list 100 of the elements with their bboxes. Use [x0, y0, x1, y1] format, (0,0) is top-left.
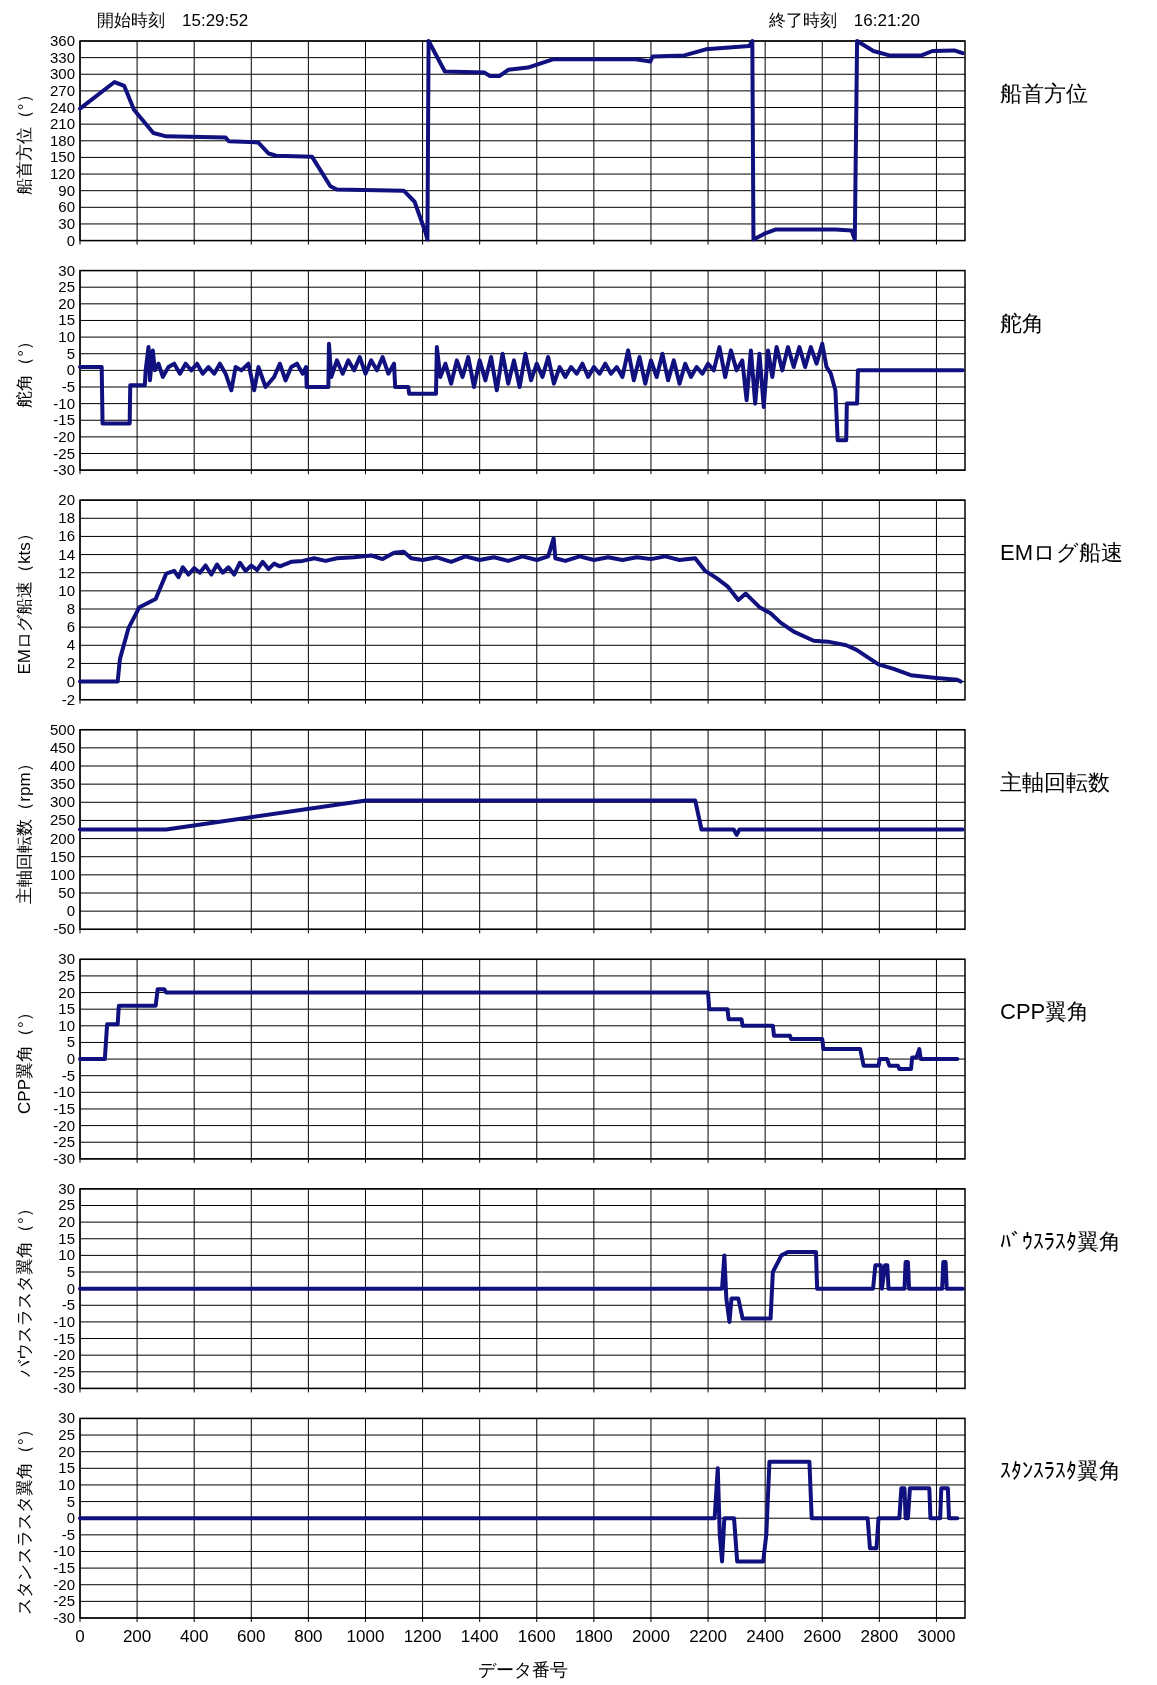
y-tick-label: 30: [58, 950, 75, 968]
y-tick-label: 14: [58, 545, 75, 563]
x-tick-label: 400: [180, 1627, 209, 1646]
y-tick-label: -5: [61, 1066, 75, 1084]
y-tick-label: -5: [61, 377, 75, 395]
y-tick-label: 2: [66, 654, 75, 672]
text: ﾊﾞｳｽﾗｽﾀ翼角: [1000, 1228, 1121, 1254]
x-tick-label: 600: [237, 1627, 266, 1646]
y-tick-label: -20: [53, 1575, 75, 1593]
y-tick-label: 15: [58, 311, 75, 329]
y-tick-label: 5: [66, 1033, 75, 1051]
y-tick-label: 10: [58, 328, 75, 346]
y-tick-label: 4: [66, 636, 75, 654]
y-axis-title: バウスラスタ翼角（°）: [15, 1200, 34, 1379]
y-tick-label: -20: [53, 427, 75, 445]
y-tick-label: 25: [58, 1426, 75, 1444]
y-tick-label: -30: [53, 1379, 75, 1397]
y-tick-label: 0: [66, 672, 75, 690]
y-tick-label: 20: [58, 983, 75, 1001]
x-tick-label: 1400: [460, 1627, 499, 1646]
y-tick-label: 0: [66, 1509, 75, 1527]
y-axis-title: CPP翼角（°）: [15, 1004, 34, 1114]
y-tick-label: 20: [58, 1213, 75, 1231]
y-tick-label: 10: [58, 1016, 75, 1034]
line-series: [78, 341, 965, 443]
y-tick-label: -30: [53, 1609, 75, 1626]
y-tick-label: 5: [66, 1492, 75, 1510]
y-tick-label: 25: [58, 1196, 75, 1214]
y-tick-label: -25: [53, 1133, 75, 1151]
y-tick-label: 15: [58, 1229, 75, 1247]
y-tick-label: 16: [58, 527, 75, 545]
y-tick-label: -25: [53, 444, 75, 462]
y-tick-label: 15: [58, 1459, 75, 1477]
y-tick-label: 360: [49, 32, 75, 49]
y-tick-label: -10: [53, 394, 75, 412]
y-tick-label: 8: [66, 600, 75, 617]
y-tick-label: 25: [58, 278, 75, 296]
y-tick-label: 10: [58, 1475, 75, 1493]
line-series: [78, 536, 963, 684]
y-tick-label: 12: [58, 563, 75, 581]
y-tick-label: 20: [58, 1442, 75, 1460]
y-tick-label: 150: [49, 847, 75, 865]
y-axis-title: 舵角（°）: [15, 332, 34, 408]
x-tick-label: 800: [294, 1627, 323, 1646]
text: 開始時刻 15:29:52: [97, 11, 249, 30]
y-tick-label: 120: [49, 165, 75, 183]
x-tick-label: 3000: [917, 1627, 956, 1646]
line-series: [78, 1250, 965, 1324]
y-tick-label: -5: [61, 1525, 75, 1543]
y-tick-label: -10: [53, 1312, 75, 1330]
y-tick-label: 25: [58, 966, 75, 984]
y-tick-label: -30: [53, 1149, 75, 1167]
y-tick-label: 200: [49, 829, 75, 847]
y-tick-label: -25: [53, 1362, 75, 1380]
y-tick-label: 60: [58, 198, 75, 216]
x-tick-label: 1000: [346, 1627, 385, 1646]
y-tick-label: 400: [49, 757, 75, 774]
x-tick-label: 1800: [574, 1627, 613, 1646]
y-tick-label: 300: [49, 65, 75, 83]
text: ｽﾀﾝｽﾗｽﾀ翼角: [1000, 1458, 1121, 1484]
y-tick-label: -20: [53, 1346, 75, 1364]
text: 船首方位: [1000, 81, 1088, 106]
y-tick-label: 15: [58, 1000, 75, 1018]
y-tick-label: 250: [49, 811, 75, 829]
y-tick-label: 150: [49, 148, 75, 166]
y-tick-label: 450: [49, 738, 75, 756]
x-axis-title: データ番号: [477, 1660, 568, 1680]
line-series: [78, 39, 965, 242]
y-tick-label: 20: [58, 294, 75, 312]
y-axis-title: 主軸回転数（rpm）: [15, 755, 34, 904]
y-axis-title: EMログ船速（kts）: [15, 525, 34, 675]
text: EMログ船速: [1000, 540, 1123, 566]
y-axis-title: スタンスラスタ翼角（°）: [15, 1421, 34, 1616]
line-series: [78, 987, 960, 1072]
x-tick-label: 2600: [803, 1627, 842, 1646]
text: 舵角: [1000, 310, 1044, 336]
y-tick-label: 240: [49, 98, 75, 116]
text: 終了時刻 16:21:20: [767, 11, 920, 30]
y-tick-label: -50: [53, 920, 75, 938]
y-tick-label: 0: [66, 902, 75, 920]
x-tick-label: 2200: [689, 1627, 727, 1646]
y-tick-label: -15: [53, 411, 75, 429]
x-tick-label: 1600: [517, 1627, 556, 1646]
y-tick-label: 30: [58, 261, 75, 279]
x-tick-label: 200: [122, 1627, 152, 1646]
y-tick-label: 30: [58, 1179, 75, 1197]
y-tick-label: 0: [66, 361, 75, 379]
y-tick-label: 0: [66, 1279, 75, 1297]
y-tick-label: 50: [58, 884, 75, 901]
y-tick-label: -15: [53, 1329, 75, 1347]
line-series: [78, 1459, 960, 1564]
y-tick-label: -20: [53, 1116, 75, 1134]
y-tick-label: 10: [58, 581, 75, 599]
y-tick-label: -30: [53, 461, 75, 479]
y-tick-label: 90: [58, 181, 75, 199]
y-tick-label: 100: [49, 865, 75, 883]
x-tick-label: 2800: [860, 1627, 899, 1646]
x-tick-label: 1200: [403, 1627, 442, 1646]
y-tick-label: -15: [53, 1099, 75, 1117]
y-tick-label: -2: [61, 690, 75, 708]
